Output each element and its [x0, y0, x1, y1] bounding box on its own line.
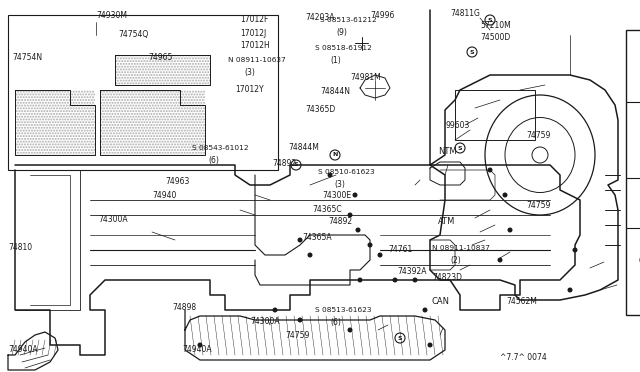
Text: (2): (2) [450, 256, 461, 264]
Text: N 08911-10837: N 08911-10837 [432, 245, 490, 251]
Text: 74963: 74963 [165, 177, 189, 186]
Bar [455, 90, 535, 140]
Text: 74940A: 74940A [8, 346, 38, 355]
Circle shape [355, 228, 360, 232]
Circle shape [395, 333, 405, 343]
Text: 74811G: 74811G [450, 10, 480, 19]
Text: 74365C: 74365C [312, 205, 342, 215]
Text: S: S [458, 145, 462, 151]
Circle shape [348, 212, 353, 218]
Text: 99603: 99603 [445, 121, 469, 129]
Circle shape [573, 247, 577, 253]
Circle shape [367, 243, 372, 247]
Text: NTM: NTM [438, 148, 456, 157]
Text: 74965: 74965 [148, 54, 172, 62]
Text: 74300E: 74300E [322, 192, 351, 201]
Text: N: N [332, 153, 338, 157]
Text: (3): (3) [244, 67, 255, 77]
Text: S 08510-61623: S 08510-61623 [318, 169, 374, 175]
Circle shape [467, 47, 477, 57]
Text: 74940: 74940 [152, 190, 177, 199]
Text: N 08911-10637: N 08911-10637 [228, 57, 285, 63]
Text: 74761: 74761 [388, 246, 412, 254]
Text: 74365A: 74365A [302, 234, 332, 243]
Circle shape [568, 288, 573, 292]
Text: 74754Q: 74754Q [118, 31, 148, 39]
Bar [626, 30, 640, 315]
Text: (6): (6) [330, 317, 341, 327]
Text: S: S [397, 336, 403, 340]
Circle shape [298, 237, 303, 243]
Text: 74823D: 74823D [432, 273, 462, 282]
Text: (9): (9) [336, 28, 347, 36]
Circle shape [485, 15, 495, 25]
Bar [15, 90, 95, 155]
Text: S: S [470, 49, 474, 55]
Circle shape [488, 167, 493, 173]
Text: 74844M: 74844M [288, 144, 319, 153]
Circle shape [413, 278, 417, 282]
Circle shape [291, 160, 301, 170]
Circle shape [348, 327, 353, 333]
Text: S 08513-61212: S 08513-61212 [320, 17, 377, 23]
Circle shape [298, 317, 303, 323]
Circle shape [428, 343, 433, 347]
Text: (3): (3) [334, 180, 345, 189]
Text: 74981M: 74981M [350, 74, 381, 83]
Text: 74892: 74892 [272, 158, 296, 167]
Text: S 08513-61623: S 08513-61623 [315, 307, 371, 313]
Text: 74300A: 74300A [250, 317, 280, 327]
Circle shape [497, 257, 502, 263]
Circle shape [378, 253, 383, 257]
Circle shape [307, 253, 312, 257]
Circle shape [392, 278, 397, 282]
Text: 57210M: 57210M [480, 22, 511, 31]
Text: (1): (1) [330, 55, 340, 64]
Text: 74898: 74898 [172, 304, 196, 312]
Circle shape [330, 150, 340, 160]
Text: S 08518-61912: S 08518-61912 [315, 45, 372, 51]
Circle shape [422, 308, 428, 312]
Circle shape [353, 192, 358, 198]
Text: S 08543-61012: S 08543-61012 [192, 145, 248, 151]
Circle shape [508, 228, 513, 232]
Text: 17012H: 17012H [240, 42, 269, 51]
Text: 74759: 74759 [285, 331, 309, 340]
Text: 74892: 74892 [328, 218, 352, 227]
Text: ^7.7^ 0074: ^7.7^ 0074 [500, 353, 547, 362]
Text: S: S [294, 163, 298, 167]
Text: ATM: ATM [438, 218, 456, 227]
Text: 74203A: 74203A [305, 13, 335, 22]
Text: 74392A: 74392A [397, 267, 426, 276]
Circle shape [358, 278, 362, 282]
Text: 74759: 74759 [526, 201, 550, 209]
Text: 74754N: 74754N [12, 54, 42, 62]
Circle shape [273, 308, 278, 312]
Text: 74500D: 74500D [480, 33, 510, 42]
Text: CAN: CAN [432, 298, 450, 307]
Circle shape [198, 343, 202, 347]
Text: 74365D: 74365D [305, 106, 335, 115]
Text: 74930M: 74930M [96, 12, 127, 20]
Text: 74996: 74996 [370, 10, 394, 19]
Text: 17012Y: 17012Y [235, 86, 264, 94]
Circle shape [455, 143, 465, 153]
Text: 17012J: 17012J [240, 29, 266, 38]
Text: (6): (6) [208, 155, 219, 164]
Bar [8, 15, 278, 170]
Text: 74810: 74810 [8, 244, 32, 253]
Text: S: S [488, 17, 492, 22]
Text: 74940A: 74940A [182, 346, 212, 355]
Circle shape [502, 192, 508, 198]
Text: 74562M: 74562M [506, 298, 537, 307]
Bar [115, 55, 210, 85]
Text: 17012F: 17012F [240, 16, 268, 25]
Text: 74300A: 74300A [98, 215, 127, 224]
Circle shape [328, 173, 333, 177]
Text: 74844N: 74844N [320, 87, 350, 96]
Bar [100, 90, 205, 155]
Text: 74759: 74759 [526, 131, 550, 140]
